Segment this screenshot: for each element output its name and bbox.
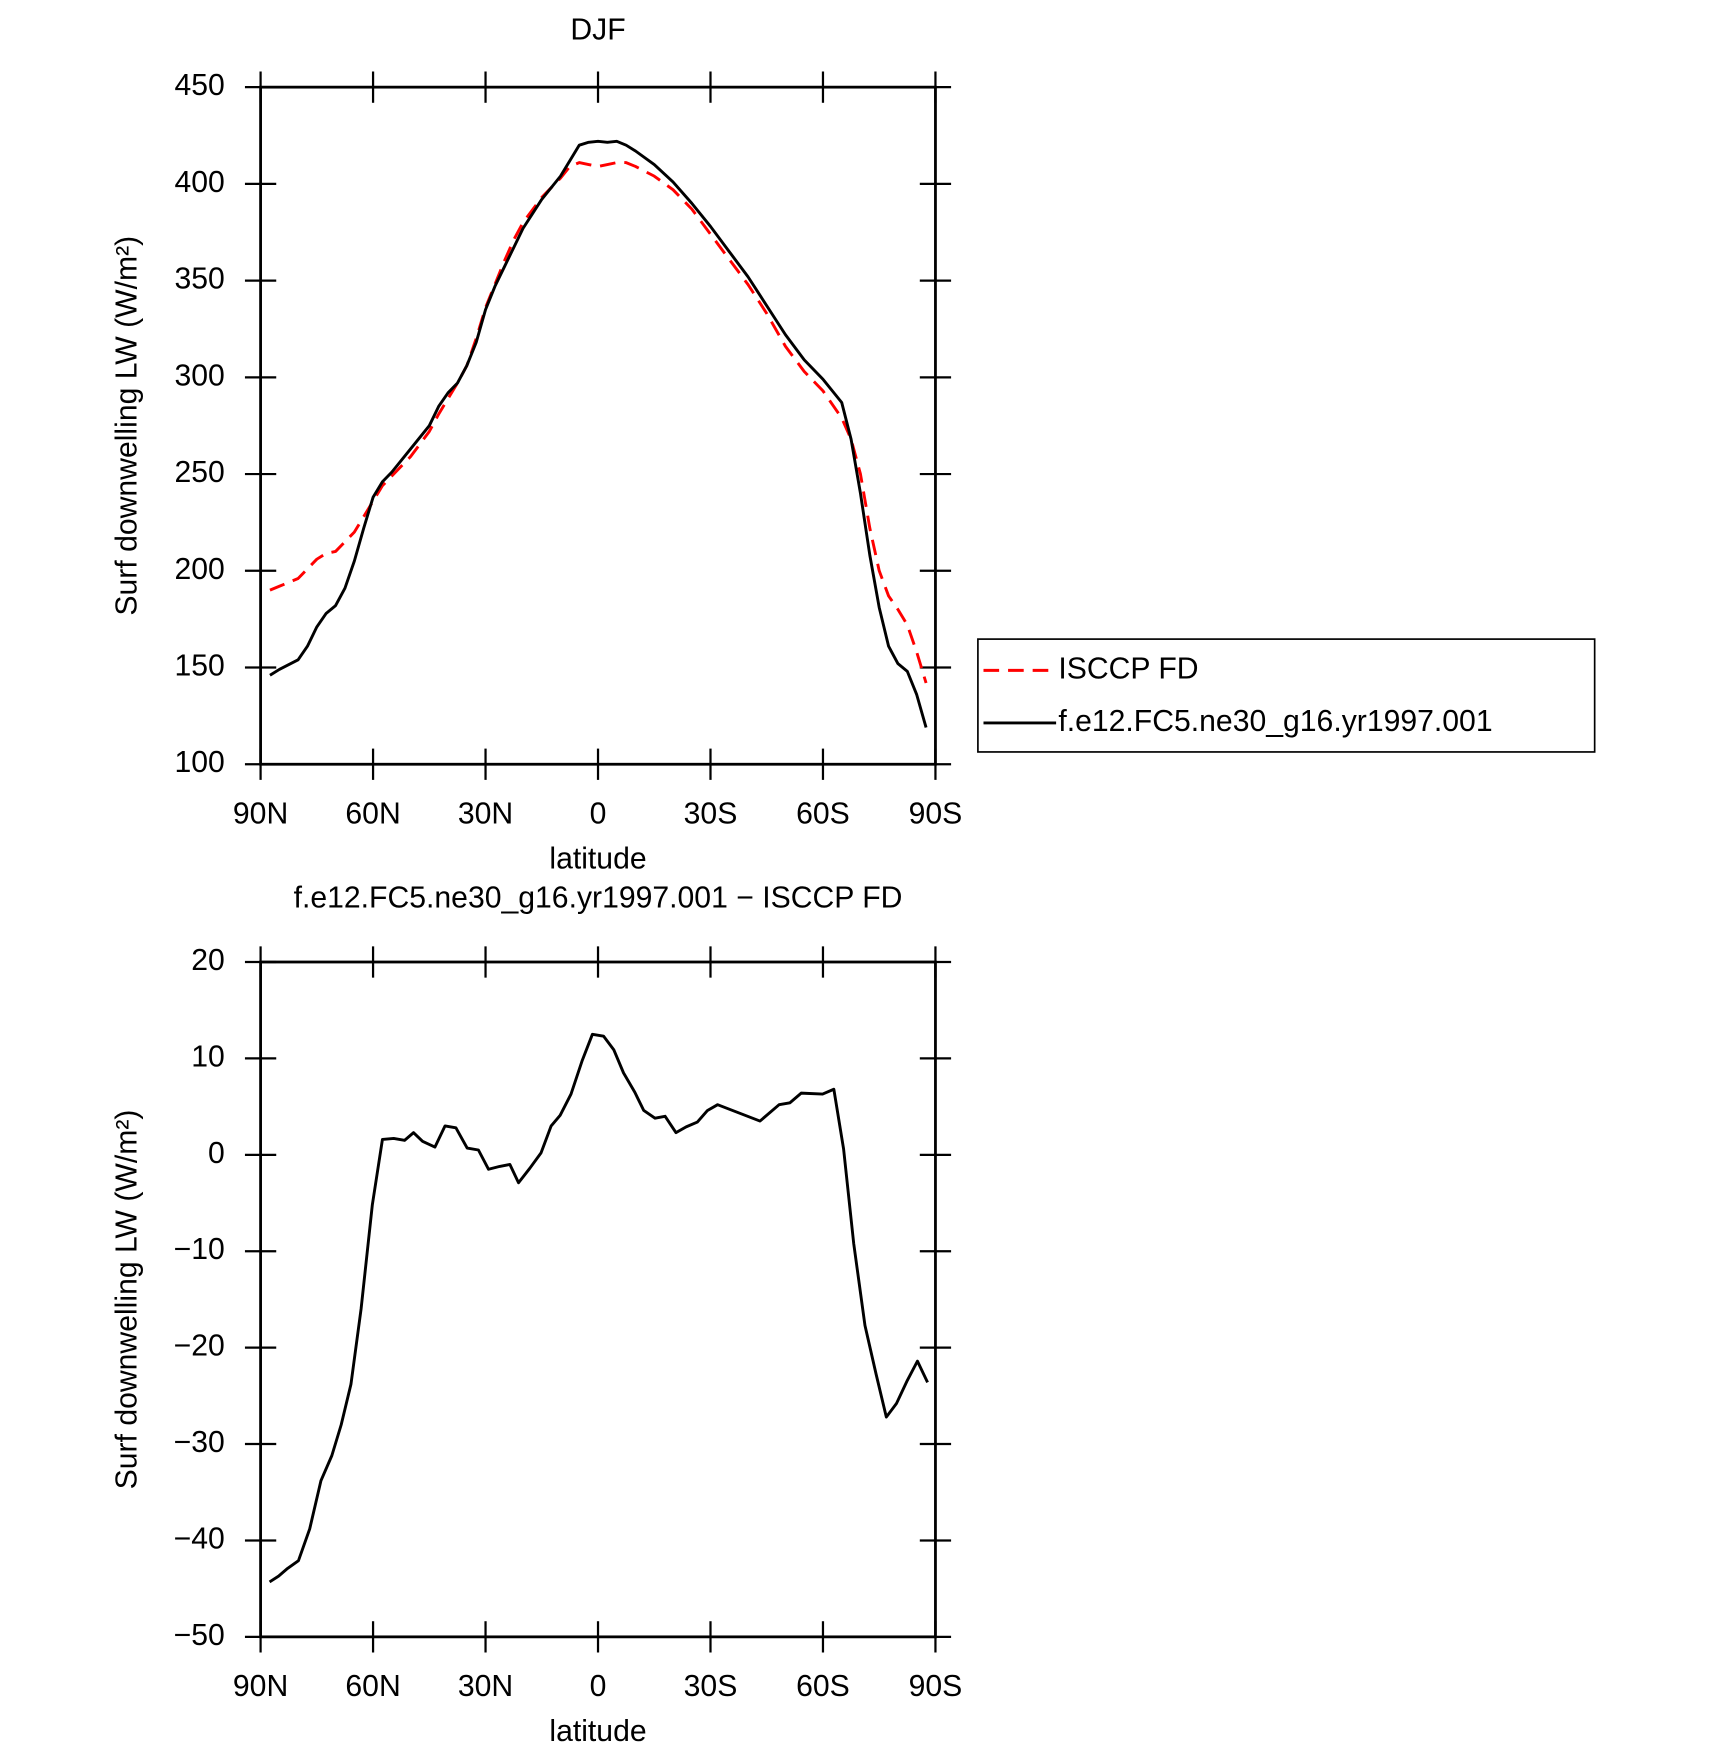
y-tick-label: 0: [208, 1137, 225, 1170]
x-tick-label: 30S: [684, 798, 738, 831]
y-tick-label: 400: [175, 166, 225, 199]
x-axis-label: latitude: [549, 842, 646, 875]
y-tick-label: 20: [191, 944, 225, 977]
chart-title: DJF: [570, 13, 625, 46]
y-tick-label: 250: [175, 456, 225, 489]
x-tick-label: 60N: [345, 1670, 400, 1703]
x-tick-label: 60S: [796, 798, 850, 831]
y-tick-label: 450: [175, 69, 225, 102]
x-tick-label: 30S: [684, 1670, 738, 1703]
chart-title: f.e12.FC5.ne30_g16.yr1997.001 − ISCCP FD: [294, 881, 903, 914]
x-tick-label: 90S: [909, 798, 963, 831]
y-tick-label: 100: [175, 746, 225, 779]
y-tick-label: 300: [175, 359, 225, 392]
x-tick-label: 60N: [345, 798, 400, 831]
y-axis-label: Surf downwelling LW (W/m²): [111, 1110, 144, 1490]
x-tick-label: 90S: [909, 1670, 963, 1703]
plot-frame: [259, 960, 937, 1639]
x-tick-label: 90N: [233, 1670, 288, 1703]
x-tick-label: 0: [590, 1670, 607, 1703]
y-tick-label: −10: [174, 1233, 225, 1266]
legend-box: [977, 638, 1596, 753]
legend-label: ISCCP FD: [1058, 652, 1198, 685]
legend-label: f.e12.FC5.ne30_g16.yr1997.001: [1058, 705, 1492, 738]
y-axis-label: Surf downwelling LW (W/m²): [111, 236, 144, 616]
y-tick-label: −40: [174, 1522, 225, 1555]
y-tick-label: −50: [174, 1619, 225, 1652]
plot-frame: [259, 85, 937, 766]
y-tick-label: 10: [191, 1040, 225, 1073]
data-line: [269, 161, 928, 684]
x-tick-label: 30N: [458, 798, 513, 831]
y-tick-label: −20: [174, 1330, 225, 1363]
x-tick-label: 0: [590, 798, 607, 831]
y-tick-label: −30: [174, 1426, 225, 1459]
x-tick-label: 60S: [796, 1670, 850, 1703]
x-axis-label: latitude: [549, 1715, 646, 1748]
y-tick-label: 200: [175, 553, 225, 586]
data-line: [268, 1032, 929, 1584]
y-tick-label: 150: [175, 649, 225, 682]
data-line: [269, 139, 928, 728]
y-tick-label: 350: [175, 263, 225, 296]
x-tick-label: 30N: [458, 1670, 513, 1703]
x-tick-label: 90N: [233, 798, 288, 831]
